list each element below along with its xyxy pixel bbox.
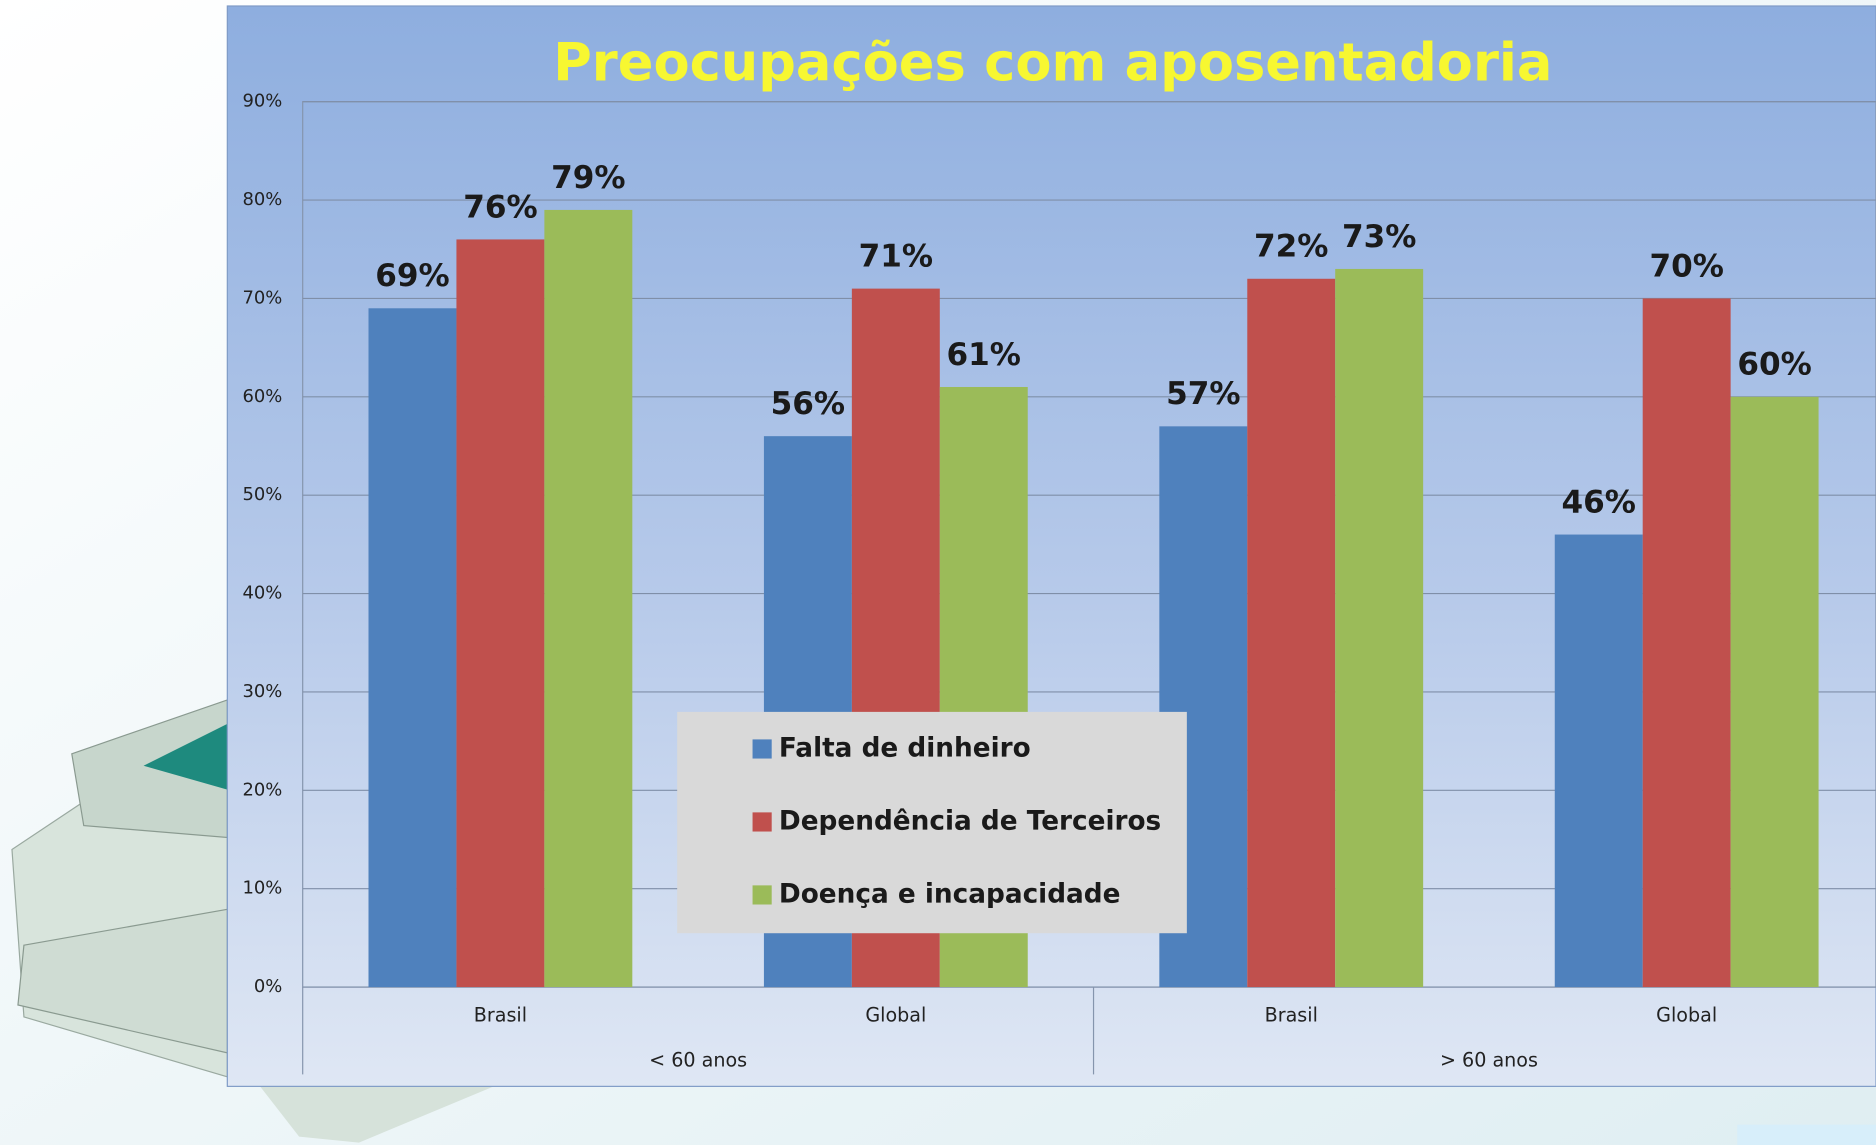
y-tick-label: 70% <box>242 287 282 308</box>
x-tick-label: Global <box>865 1003 926 1026</box>
bar <box>368 308 457 988</box>
data-label: 79% <box>551 160 625 196</box>
y-tick-label: 80% <box>242 189 282 210</box>
y-tick-label: 30% <box>242 681 282 702</box>
data-label: 46% <box>1562 484 1636 520</box>
x-tick-label: Brasil <box>474 1003 527 1026</box>
y-tick-label: 50% <box>242 484 282 505</box>
bar <box>1247 278 1336 988</box>
legend-label: Dependência de Terceiros <box>779 806 1161 836</box>
y-tick-label: 10% <box>242 878 282 899</box>
group-label: > 60 anos <box>1440 1049 1538 1072</box>
y-tick-label: 20% <box>242 779 282 800</box>
data-label: 73% <box>1342 219 1416 255</box>
group-label: < 60 anos <box>649 1049 747 1072</box>
bar <box>1730 396 1819 988</box>
legend-swatch <box>752 812 772 832</box>
y-tick-label: 0% <box>254 976 282 997</box>
data-label: 57% <box>1166 376 1240 412</box>
y-tick-label: 90% <box>242 91 282 112</box>
data-label: 60% <box>1737 347 1811 383</box>
data-label: 69% <box>375 258 449 294</box>
data-label: 72% <box>1254 229 1328 265</box>
corner-decoration <box>1737 1124 1876 1145</box>
bar <box>1335 268 1424 988</box>
bar <box>544 209 633 988</box>
data-label: 61% <box>947 337 1021 373</box>
y-tick-label: 60% <box>242 386 282 407</box>
bar <box>1554 534 1643 988</box>
legend-swatch <box>752 739 772 759</box>
bar <box>1642 298 1731 988</box>
x-tick-label: Brasil <box>1265 1003 1318 1026</box>
legend-label: Falta de dinheiro <box>779 733 1031 763</box>
chart-title: Preocupações com aposentadoria <box>553 32 1552 93</box>
legend-swatch <box>752 885 772 905</box>
x-tick-label: Global <box>1656 1003 1717 1026</box>
money-decoration <box>11 699 503 1143</box>
data-label: 76% <box>463 189 537 225</box>
bar <box>456 239 545 988</box>
y-tick-label: 40% <box>242 583 282 604</box>
legend-label: Doença e incapacidade <box>779 879 1121 909</box>
data-label: 71% <box>859 239 933 275</box>
data-label: 70% <box>1649 248 1723 284</box>
data-label: 56% <box>771 386 845 422</box>
